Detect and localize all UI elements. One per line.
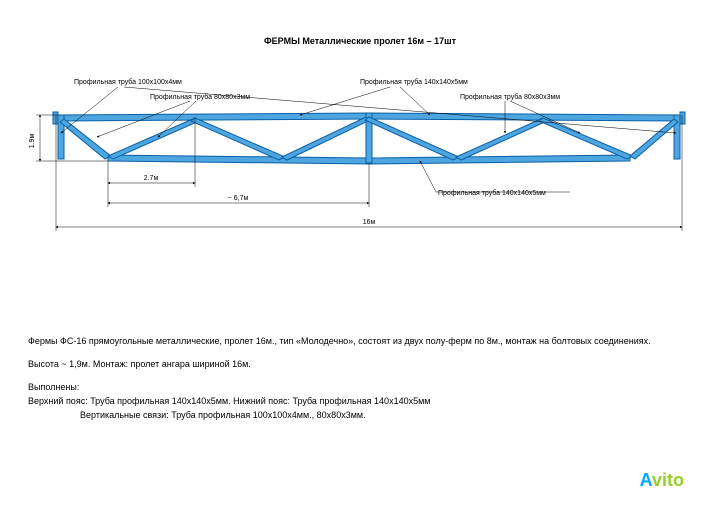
leader-100x100-a [61,87,118,133]
desc-line-2: Высота ~ 1,9м. Монтаж: пролет ангара шир… [28,358,251,371]
leader-140b [420,161,436,192]
callout-140-bottom: Профильная труба 140х140х5мм [438,189,546,197]
bottom-chord-right [369,155,630,164]
callout-140-top: Профильная труба 140х140х5мм [360,78,468,86]
diag-r3 [539,118,633,159]
diag-r2 [456,118,547,160]
callout-80x80-left: Профильная труба 80х80х3мм [150,93,250,101]
truss-group [53,112,685,164]
diag-l1 [60,119,111,159]
diag-r1 [365,117,459,160]
diag-r4 [630,119,678,159]
callout-100x100: Профильная труба 100х100х4мм [74,78,182,86]
dim-total-label: 16м [363,219,376,226]
watermark-a: A [640,470,652,490]
desc-line-5: Вертикальные связи: Труба профильная 100… [80,409,366,422]
dim-half-label: ~ 6,7м [228,195,249,202]
top-chord-left [58,113,369,121]
dim-bay-label: 2.7м [144,175,159,182]
page-title: ФЕРМЫ Металлические пролет 16м – 17шт [0,36,720,46]
desc-line-3: Выполнены: [28,381,79,394]
end-plate-right [680,112,685,124]
desc-line-4: Верхний пояс: Труба профильная 140х140х5… [28,395,430,408]
top-chord-right [369,113,680,121]
bottom-chord-left [108,155,369,164]
end-plate-left [53,112,58,124]
leader-140t-b [400,87,430,115]
truss-diagram: Профильная труба 100х100х4мм Профильная … [0,55,720,305]
desc-line-1: Фермы ФС-16 прямоугольные металлические,… [28,335,651,348]
leader-140t-a [300,87,390,115]
diag-l4 [282,117,370,160]
diag-l3 [191,118,285,160]
watermark: Avito [640,470,684,491]
dim-height-label: 1.9м [29,134,36,149]
watermark-v: vito [652,470,684,490]
diag-l2 [108,118,199,159]
callout-80x80-right: Профильная труба 80х80х3мм [460,93,560,101]
